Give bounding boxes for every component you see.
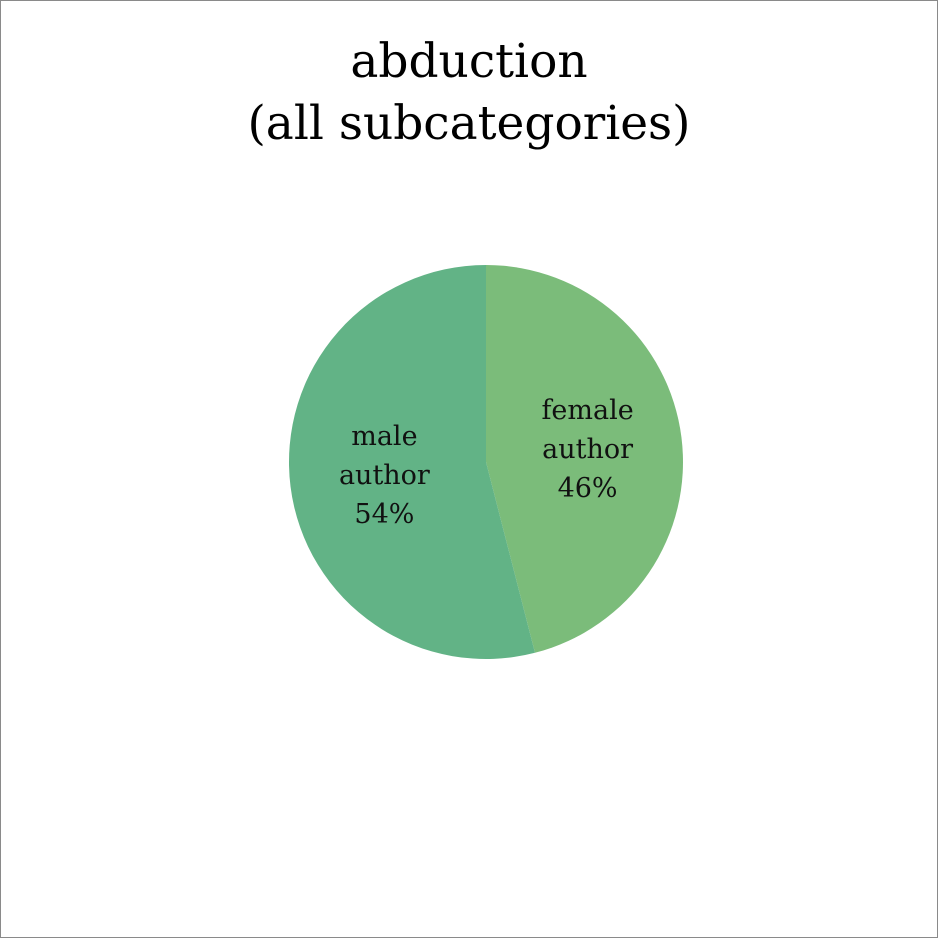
pie-slices xyxy=(288,265,683,659)
data-label-female-author: female author 46% xyxy=(541,395,633,504)
pie-slice-male-author xyxy=(288,265,535,659)
chart-title-line-1: abduction xyxy=(350,34,588,89)
pie-data-labels: female author 46% male author 54% xyxy=(339,395,634,530)
pie-slice-female-author xyxy=(486,265,683,653)
data-label-line: 54% xyxy=(354,499,414,530)
data-label-line: author xyxy=(339,460,430,491)
chart-title-line-2: (all subcategories) xyxy=(247,96,691,151)
chart-title: abduction (all subcategories) xyxy=(1,31,937,155)
data-label-male-author: male author 54% xyxy=(339,421,430,530)
data-label-line: author xyxy=(542,434,633,465)
data-label-line: female xyxy=(541,395,633,426)
data-label-line: male xyxy=(351,421,417,452)
data-label-line: 46% xyxy=(558,473,618,504)
